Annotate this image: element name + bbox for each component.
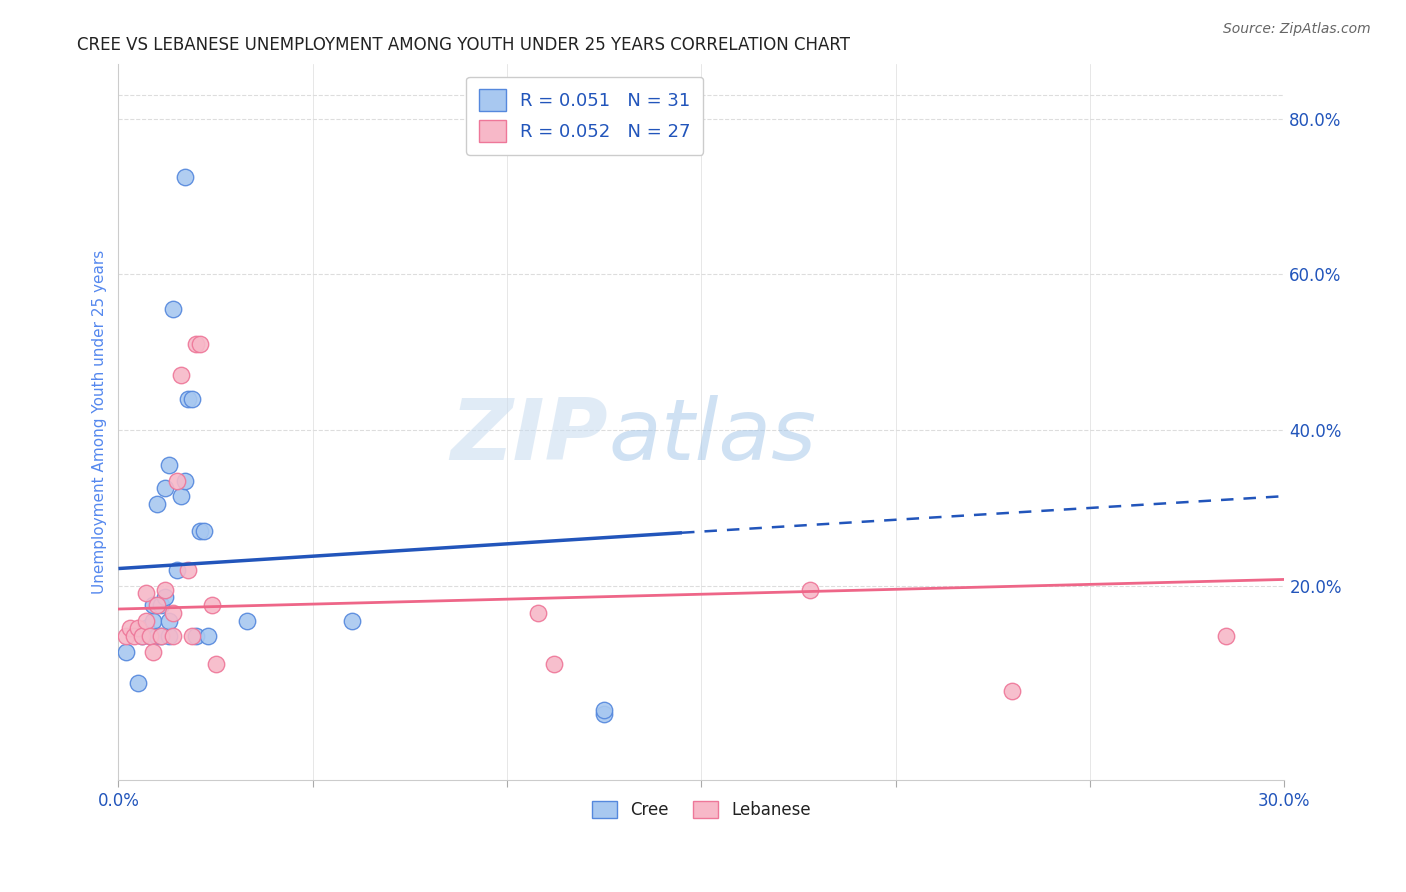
Text: CREE VS LEBANESE UNEMPLOYMENT AMONG YOUTH UNDER 25 YEARS CORRELATION CHART: CREE VS LEBANESE UNEMPLOYMENT AMONG YOUT… bbox=[77, 36, 851, 54]
Point bbox=[146, 598, 169, 612]
Point bbox=[166, 474, 188, 488]
Point bbox=[146, 629, 169, 643]
Text: ZIP: ZIP bbox=[450, 395, 609, 478]
Point bbox=[150, 598, 173, 612]
Point bbox=[188, 524, 211, 538]
Point bbox=[340, 614, 363, 628]
Point bbox=[177, 563, 200, 577]
Point bbox=[138, 629, 160, 643]
Point bbox=[142, 645, 165, 659]
Point bbox=[127, 676, 149, 690]
Point bbox=[120, 622, 142, 636]
Point bbox=[186, 337, 208, 351]
Point bbox=[157, 614, 180, 628]
Text: Source: ZipAtlas.com: Source: ZipAtlas.com bbox=[1223, 22, 1371, 37]
Point bbox=[115, 629, 138, 643]
Legend: Cree, Lebanese: Cree, Lebanese bbox=[585, 794, 818, 826]
Point bbox=[131, 629, 153, 643]
Point bbox=[135, 586, 157, 600]
Point bbox=[162, 629, 184, 643]
Text: atlas: atlas bbox=[609, 395, 815, 478]
Point bbox=[153, 591, 176, 605]
Point bbox=[166, 563, 188, 577]
Point bbox=[162, 302, 184, 317]
Point bbox=[593, 703, 616, 717]
Point bbox=[135, 614, 157, 628]
Y-axis label: Unemployment Among Youth under 25 years: Unemployment Among Youth under 25 years bbox=[93, 250, 107, 594]
Point bbox=[235, 614, 257, 628]
Point bbox=[153, 481, 176, 495]
Point bbox=[173, 169, 195, 184]
Point bbox=[169, 489, 191, 503]
Point bbox=[204, 657, 226, 671]
Point bbox=[177, 392, 200, 406]
Point bbox=[1215, 629, 1237, 643]
Point bbox=[181, 629, 204, 643]
Point bbox=[186, 629, 208, 643]
Point bbox=[543, 657, 565, 671]
Point bbox=[150, 629, 173, 643]
Point bbox=[173, 474, 195, 488]
Point bbox=[188, 337, 211, 351]
Point bbox=[181, 392, 204, 406]
Point bbox=[799, 582, 821, 597]
Point bbox=[127, 622, 149, 636]
Point bbox=[197, 629, 219, 643]
Point bbox=[135, 622, 157, 636]
Point bbox=[150, 629, 173, 643]
Point bbox=[162, 606, 184, 620]
Point bbox=[138, 629, 160, 643]
Point bbox=[122, 629, 145, 643]
Point bbox=[201, 598, 224, 612]
Point bbox=[153, 582, 176, 597]
Point bbox=[142, 598, 165, 612]
Point bbox=[131, 629, 153, 643]
Point bbox=[169, 368, 191, 383]
Point bbox=[193, 524, 215, 538]
Point bbox=[142, 614, 165, 628]
Point bbox=[593, 707, 616, 722]
Point bbox=[157, 458, 180, 472]
Point bbox=[115, 645, 138, 659]
Point bbox=[1001, 683, 1024, 698]
Point bbox=[157, 629, 180, 643]
Point bbox=[527, 606, 550, 620]
Point bbox=[146, 497, 169, 511]
